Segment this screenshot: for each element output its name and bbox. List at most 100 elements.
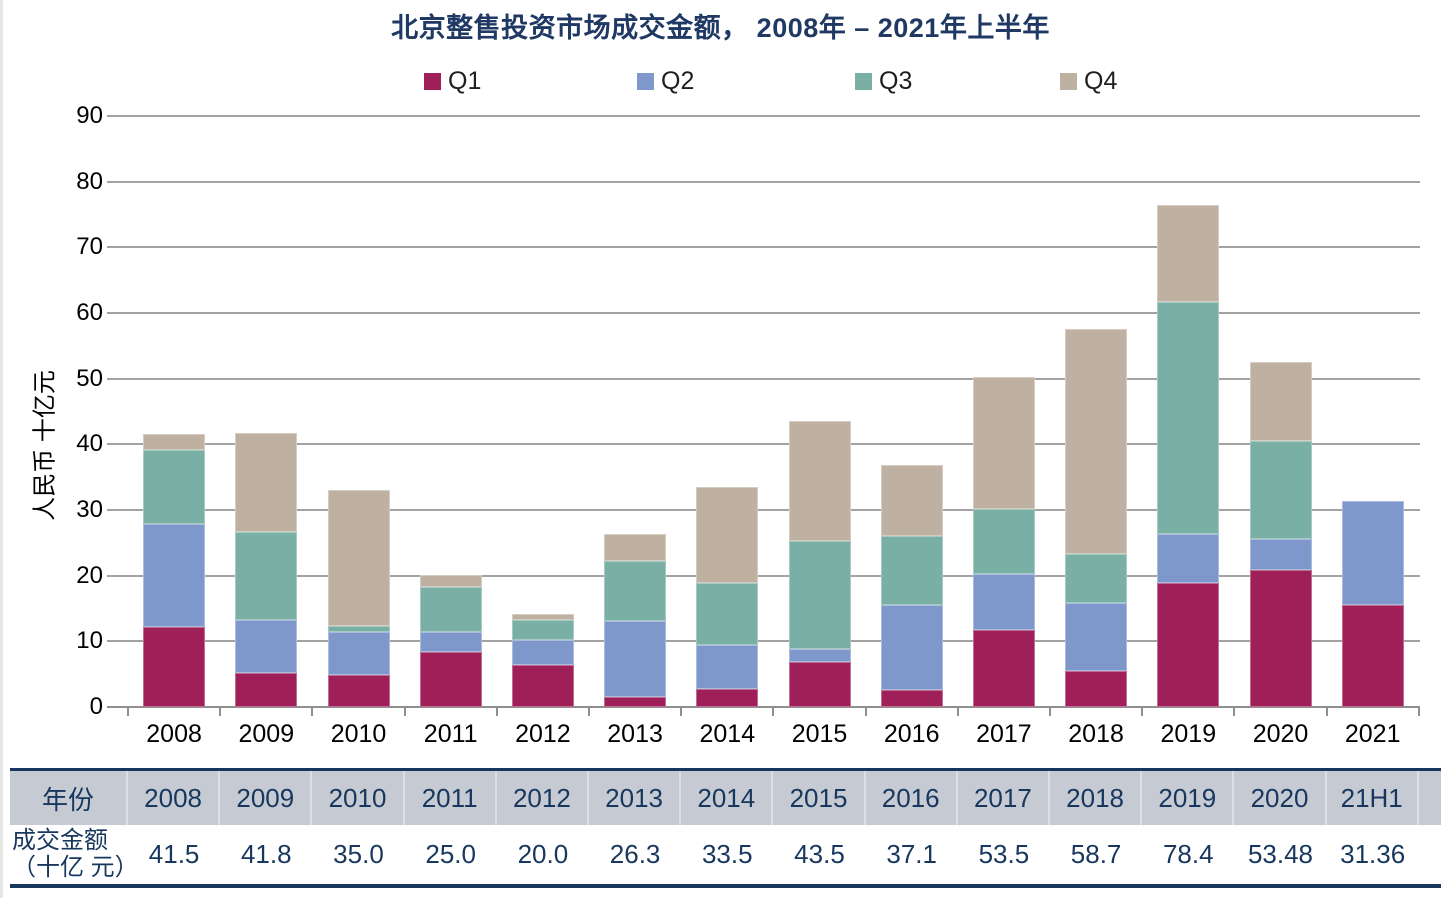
bar-segment-2018-Q3: [1065, 553, 1128, 604]
table-top-border: [10, 768, 1441, 771]
y-tick-label-80: 80: [76, 167, 103, 195]
y-tick-label-60: 60: [76, 299, 103, 326]
bar-segment-2010-Q1: [327, 675, 390, 707]
x-axis-tick: [1417, 707, 1420, 716]
x-axis-tick: [127, 707, 129, 716]
legend-label-q4: Q4: [1084, 66, 1118, 95]
table-value-cell-2015: 43.5: [773, 825, 866, 884]
bar-segment-2016-Q4: [880, 464, 943, 537]
legend-swatch-q3: [855, 72, 872, 90]
gridline-60: [107, 312, 1420, 314]
table-value-cell-2019: 78.4: [1142, 825, 1235, 884]
y-tick-label-50: 50: [76, 364, 103, 392]
bar-segment-2014-Q1: [696, 689, 759, 707]
y-tick-label-0: 0: [89, 693, 103, 720]
table-header-cell-2018: 2018: [1050, 771, 1143, 825]
legend-swatch-q2: [637, 72, 654, 90]
plot-area: 0 10 20 30 40 50 60 70 80 90 2008 2009 2010 2011 2012 2…: [76, 102, 1420, 748]
chart-legend: Q1 Q2 Q3 Q4: [0, 66, 1441, 98]
legend-swatch-q1: [424, 72, 441, 90]
bar-segment-2015-Q1: [788, 662, 851, 707]
bar-segment-2008-Q3: [143, 450, 206, 524]
chart-title: 北京整售投资市场成交金额， 2008年 – 2021年上半年: [391, 13, 1050, 43]
bar-segment-2014-Q4: [696, 487, 759, 583]
table-header-cell-2016: 2016: [865, 771, 958, 825]
table-value-cell-2012: 20.0: [496, 825, 589, 884]
table-header-cell-2012: 2012: [496, 771, 589, 825]
bar-segment-2008-Q1: [143, 626, 206, 707]
x-axis-tick: [311, 707, 314, 716]
table-value-cell-2009: 41.8: [220, 825, 313, 884]
gridline-80: [107, 180, 1420, 183]
bar-segment-2013-Q4: [604, 533, 667, 562]
table-header-cell-2013: 2013: [589, 771, 682, 825]
x-axis-label-2010: 2010: [330, 720, 387, 748]
bar-segment-2021-Q2: [1341, 500, 1404, 605]
x-axis-label-2015: 2015: [791, 720, 848, 748]
bar-segment-2018-Q2: [1065, 603, 1128, 671]
y-tick-label-40: 40: [76, 430, 103, 458]
x-axis-label-2021: 2021: [1344, 720, 1401, 748]
y-tick-label-70: 70: [76, 233, 103, 261]
table-value-cell-2020: 53.48: [1234, 825, 1327, 884]
x-axis-label-2017: 2017: [976, 720, 1032, 748]
bar-segment-2012-Q1: [511, 664, 574, 707]
table-header-cell-2008: 2008: [128, 771, 221, 825]
amount-label-line2: （十亿 元）: [12, 854, 139, 881]
table-header-cell-2019: 2019: [1142, 771, 1235, 825]
table-value-cell-2017: 53.5: [957, 825, 1050, 884]
bar-segment-2020-Q3: [1249, 441, 1312, 539]
bar-segment-2011-Q2: [419, 632, 482, 653]
x-axis-label-2012: 2012: [515, 720, 571, 748]
gridline-30: [107, 509, 1420, 511]
bar-segment-2008-Q4: [143, 434, 206, 451]
x-axis-label-2013: 2013: [607, 720, 663, 748]
x-axis-tick: [1325, 707, 1328, 716]
x-axis-tick: [680, 707, 683, 716]
bar-segment-2019-Q3: [1157, 302, 1220, 535]
legend-label-q1: Q1: [448, 66, 482, 95]
bar-segment-2019-Q1: [1157, 582, 1220, 707]
x-axis-label-2008: 2008: [146, 720, 202, 748]
table-value-cell-2013: 26.3: [589, 825, 682, 884]
gridline-70: [107, 246, 1420, 249]
y-tick-0: [107, 706, 117, 708]
legend-item-q4: Q4: [1060, 66, 1118, 95]
x-axis-tick: [403, 707, 406, 716]
bar-segment-2015-Q2: [788, 648, 851, 663]
bar-segment-2020-Q1: [1249, 570, 1312, 707]
bar-segment-2011-Q4: [419, 575, 482, 587]
bar-segment-2016-Q1: [880, 689, 943, 707]
legend-label-q2: Q2: [661, 66, 695, 95]
bar-segment-2017-Q3: [972, 508, 1035, 574]
y-tick-label-90: 90: [76, 102, 103, 129]
y-tick-label-20: 20: [76, 561, 103, 589]
bar-segment-2014-Q2: [696, 645, 759, 690]
gridline-90: [107, 115, 1420, 117]
table-value-cell-2016: 37.1: [865, 825, 958, 884]
bar-segment-2009-Q4: [235, 432, 298, 532]
bar-segment-2010-Q4: [327, 490, 390, 627]
x-axis-tick: [956, 707, 959, 716]
table-header-cell-2009: 2009: [220, 771, 313, 825]
table-value-cell-2008: 41.5: [128, 825, 221, 884]
bar-segment-2021-Q1: [1341, 604, 1404, 707]
x-axis-line: [115, 706, 1420, 708]
legend-label-q3: Q3: [879, 66, 913, 95]
x-axis-tick: [495, 707, 498, 716]
bar-segment-2011-Q1: [419, 652, 482, 707]
table-header-cell-2010: 2010: [312, 771, 405, 825]
bar-segment-2009-Q1: [235, 672, 298, 707]
legend-item-q1: Q1: [424, 66, 482, 95]
x-axis-label-2019: 2019: [1160, 720, 1217, 748]
bar-segment-2015-Q4: [788, 421, 851, 541]
legend-item-q2: Q2: [637, 66, 695, 95]
bar-segment-2017-Q2: [972, 573, 1035, 631]
bar-segment-2017-Q4: [972, 376, 1035, 509]
table-header-cell-2017: 2017: [957, 771, 1050, 825]
bar-segment-2018-Q1: [1065, 670, 1128, 707]
bar-segment-2012-Q2: [511, 640, 574, 665]
legend-swatch-q4: [1060, 72, 1077, 90]
table-header-cell-2015: 2015: [773, 771, 866, 825]
